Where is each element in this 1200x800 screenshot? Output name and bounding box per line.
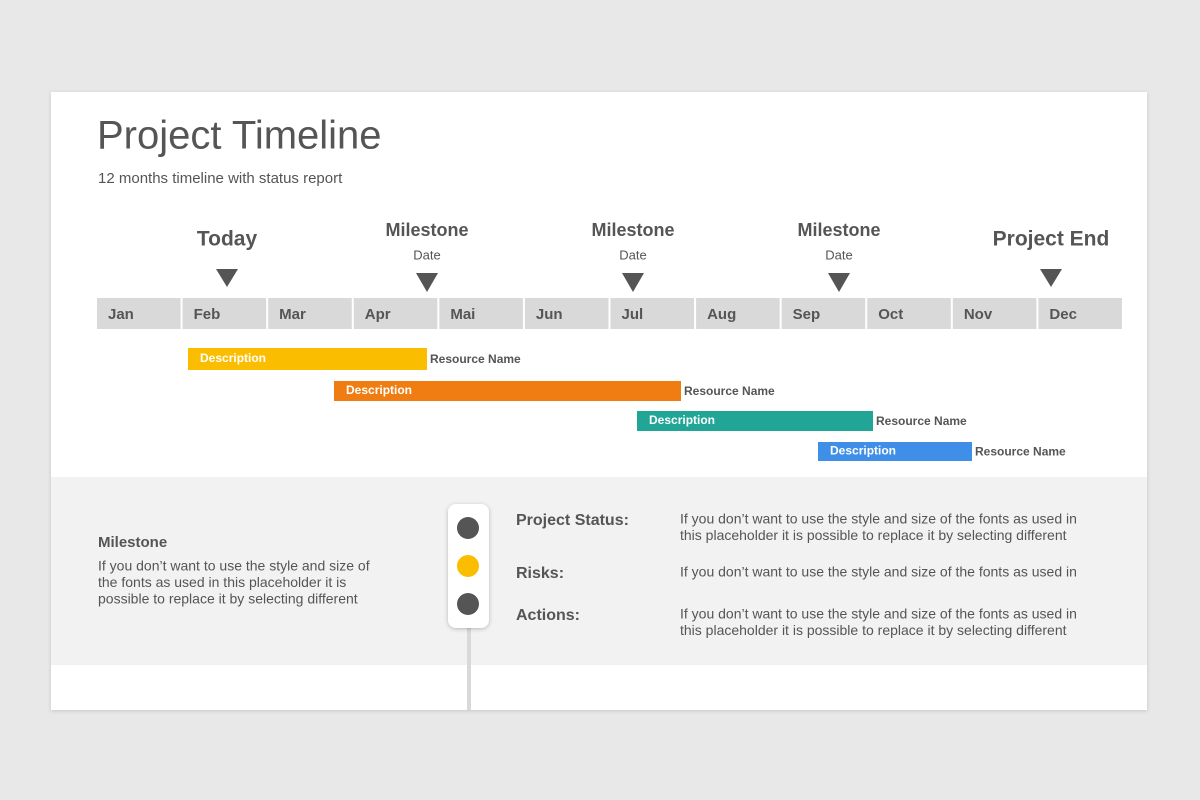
task-label: Description (649, 413, 715, 427)
marker-label: Milestone (591, 220, 674, 240)
month-label: Oct (878, 306, 903, 323)
task-bar (637, 411, 873, 431)
marker-label: Milestone (385, 220, 468, 240)
status-text: If you don’t want to use the style and s… (680, 564, 1077, 580)
task-label: Description (830, 444, 896, 458)
status-text: this placeholder it is possible to repla… (680, 527, 1067, 543)
marker-date: Date (413, 247, 440, 262)
light-green (457, 593, 479, 615)
task-resource: Resource Name (684, 384, 775, 398)
task-label: Description (346, 383, 412, 397)
month-cell (182, 298, 267, 329)
marker-arrow (1040, 269, 1062, 287)
marker-arrow (416, 273, 438, 292)
month-cell (524, 298, 609, 329)
status-text: If you don’t want to use the style and s… (680, 511, 1077, 527)
status-panel (51, 477, 1147, 665)
subtitle: 12 months timeline with status report (98, 170, 343, 187)
marker-date: Date (825, 247, 852, 262)
month-label: Nov (964, 306, 993, 323)
light-red (457, 517, 479, 539)
month-cell (696, 298, 780, 329)
light-yellow (457, 555, 479, 577)
milestone-text: If you don’t want to use the style and s… (98, 558, 370, 574)
month-label: Sep (793, 306, 821, 323)
marker-label: Project End (993, 228, 1110, 251)
status-label: Risks: (516, 565, 564, 582)
month-label: Jun (536, 306, 563, 323)
title: Project Timeline (97, 114, 382, 158)
month-label: Jul (622, 306, 644, 323)
month-cell (353, 298, 438, 329)
milestone-text: possible to replace it by selecting diff… (98, 591, 358, 607)
milestone-text: the fonts as used in this placeholder it… (98, 574, 346, 590)
milestone-heading: Milestone (98, 534, 167, 551)
status-text: this placeholder it is possible to repla… (680, 622, 1067, 638)
marker-arrow (622, 273, 644, 292)
month-label: Feb (194, 306, 221, 323)
month-label: Mai (450, 306, 475, 323)
month-cell (439, 298, 523, 329)
marker-label: Milestone (797, 220, 880, 240)
task-bar (818, 442, 972, 461)
status-text: If you don’t want to use the style and s… (680, 606, 1077, 622)
month-cell (781, 298, 866, 329)
month-cell (97, 298, 181, 329)
month-cell (610, 298, 695, 329)
task-resource: Resource Name (975, 445, 1066, 459)
task-bar (188, 348, 427, 370)
status-label: Actions: (516, 607, 580, 624)
marker-label: Today (197, 228, 258, 251)
marker-date: Date (619, 247, 646, 262)
marker-arrow (828, 273, 850, 292)
month-label: Apr (365, 306, 391, 323)
task-bar (334, 381, 681, 401)
month-label: Jan (108, 306, 134, 323)
month-label: Mar (279, 306, 306, 323)
month-cell (268, 298, 352, 329)
month-cell (1038, 298, 1122, 329)
status-label: Project Status: (516, 512, 629, 529)
marker-arrow (216, 269, 238, 287)
month-label: Dec (1049, 306, 1077, 323)
month-label: Aug (707, 306, 736, 323)
month-cell (952, 298, 1037, 329)
task-label: Description (200, 351, 266, 365)
task-resource: Resource Name (876, 414, 967, 428)
task-resource: Resource Name (430, 352, 521, 366)
month-cell (867, 298, 951, 329)
